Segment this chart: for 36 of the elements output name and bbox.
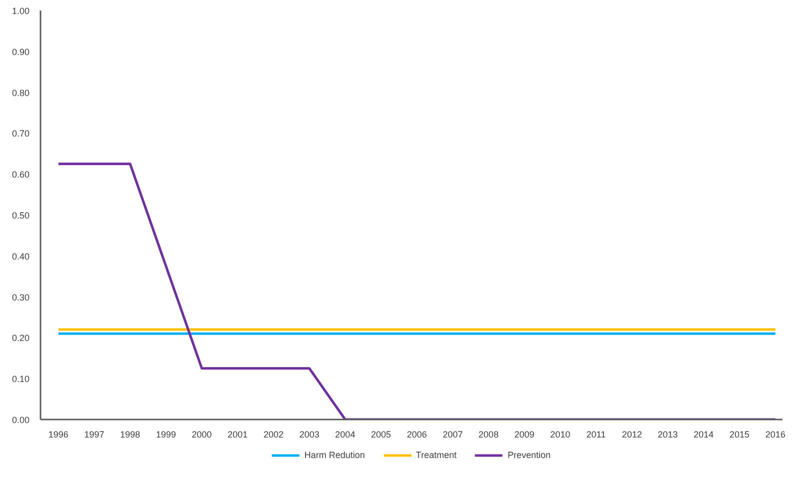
- y-tick-label: 0.40: [12, 251, 30, 262]
- x-tick-label: 2008: [478, 430, 499, 440]
- legend-label: Harm Redution: [304, 449, 365, 461]
- x-tick-label: 1999: [156, 430, 176, 440]
- x-tick-label: 2007: [442, 430, 463, 440]
- y-tick-label: 0.30: [12, 292, 30, 302]
- legend-label: Treatment: [416, 449, 457, 461]
- x-tick-label: 2012: [622, 430, 642, 440]
- x-tick-label: 2009: [514, 430, 534, 440]
- y-tick-label: 0.70: [12, 128, 30, 139]
- y-tick-label: 0.10: [12, 374, 30, 384]
- legend-label: Prevention: [508, 449, 551, 461]
- y-tick-label: 0.50: [12, 210, 30, 220]
- x-tick-label: 2003: [299, 430, 320, 440]
- y-tick-label: 0.90: [12, 46, 30, 57]
- y-tick-label: 0.80: [12, 88, 30, 98]
- x-tick-label: 1997: [84, 430, 104, 440]
- y-tick-label: 0.20: [12, 333, 30, 344]
- x-tick-label: 2016: [765, 430, 786, 440]
- x-tick-label: 1998: [120, 430, 140, 440]
- x-tick-label: 2000: [192, 430, 212, 440]
- x-tick-label: 2015: [729, 430, 750, 440]
- y-tick-label: 0.00: [12, 415, 30, 425]
- line-series: [57, 162, 777, 420]
- x-tick-label: 2010: [550, 430, 570, 440]
- x-tick-label: 2014: [694, 430, 714, 440]
- y-tick-label: 0.60: [12, 170, 30, 180]
- x-tick-label: 2013: [658, 430, 678, 440]
- x-tick-label: 2011: [586, 430, 606, 440]
- x-tick-label: 2004: [335, 430, 356, 440]
- x-tick-label: 2002: [263, 430, 284, 440]
- x-tick-label: 1996: [48, 430, 68, 440]
- x-tick-label: 2006: [406, 430, 427, 440]
- x-tick-label: 2001: [228, 430, 248, 440]
- y-tick-label: 1.00: [12, 6, 30, 16]
- x-tick-label: 2005: [371, 430, 392, 440]
